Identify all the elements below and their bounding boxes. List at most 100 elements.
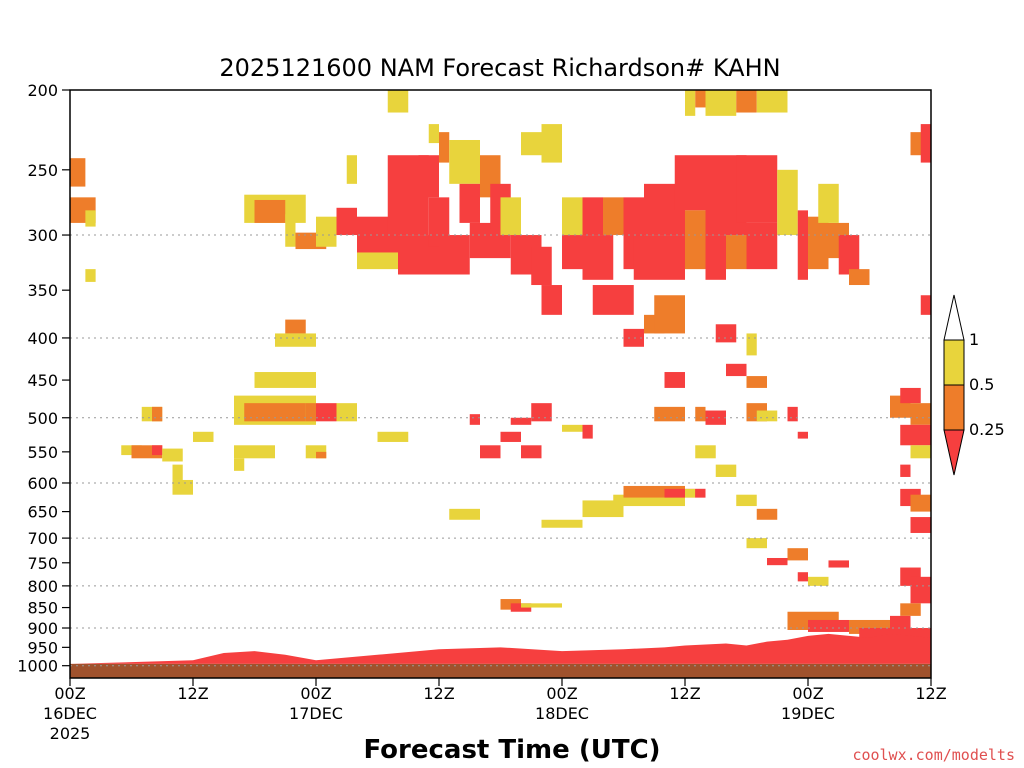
y-tick-label: 950 — [27, 638, 58, 657]
y-tick-label: 300 — [27, 226, 58, 245]
ri-cell — [521, 603, 562, 608]
ri-cell — [521, 445, 542, 459]
ri-cell — [469, 414, 480, 425]
ri-cell — [193, 431, 214, 442]
ri-cell — [705, 410, 726, 425]
ri-cell — [521, 132, 542, 156]
y-tick-label: 900 — [27, 619, 58, 638]
ri-cell — [664, 372, 685, 388]
ri-cell — [480, 445, 501, 459]
ri-cell — [910, 445, 931, 459]
ri-cell — [787, 548, 808, 561]
ri-cell — [428, 197, 450, 247]
ri-cell — [603, 197, 624, 236]
x-tick-date: 18DEC — [535, 704, 589, 723]
x-tick-date: 19DEC — [781, 704, 835, 723]
ri-cell — [797, 210, 808, 280]
y-tick-label: 550 — [27, 443, 58, 462]
ri-cell — [695, 445, 716, 459]
legend-swatch-mid — [943, 339, 965, 386]
ri-cell — [254, 372, 316, 388]
plot-cells — [70, 90, 931, 646]
ri-cell — [808, 216, 829, 270]
legend-label: 1 — [969, 330, 979, 349]
ri-cell — [910, 494, 931, 512]
ri-cell — [592, 285, 634, 315]
ri-cell — [377, 431, 409, 442]
ri-cell — [664, 235, 685, 280]
y-tick-label: 450 — [27, 371, 58, 390]
ri-cell — [85, 210, 96, 227]
ri-cell — [756, 410, 778, 422]
x-tick-label: 00Z — [792, 684, 823, 703]
ri-cell — [746, 222, 778, 270]
y-tick-label: 750 — [27, 554, 58, 573]
legend-swatch-low — [943, 384, 965, 431]
y-tick-label: 500 — [27, 409, 58, 428]
ri-cell — [244, 403, 306, 422]
ri-cell — [900, 603, 921, 616]
chart-title: 2025121600 NAM Forecast Richardson# KAHN — [219, 54, 780, 82]
ri-cell — [715, 464, 737, 477]
ri-cell — [234, 445, 275, 459]
y-tick-label: 850 — [27, 599, 58, 618]
ri-cell — [162, 448, 183, 462]
ri-cell — [541, 403, 552, 422]
ri-cell — [900, 424, 931, 446]
y-tick-label: 800 — [27, 577, 58, 596]
y-tick-label: 700 — [27, 529, 58, 548]
ri-cell — [654, 406, 685, 422]
ri-cell — [316, 403, 337, 422]
ri-cell — [70, 158, 86, 187]
x-tick-label: 12Z — [423, 684, 454, 703]
ri-cell — [797, 572, 808, 582]
legend-swatch-bottom — [943, 429, 965, 476]
ri-cell — [316, 451, 327, 459]
ri-cell — [900, 387, 921, 404]
ri-cell — [746, 538, 767, 549]
x-tick-label: 00Z — [54, 684, 85, 703]
ri-cell — [910, 517, 931, 533]
ri-cell — [756, 508, 778, 520]
ri-cell — [705, 235, 726, 280]
ri-cell — [541, 285, 562, 315]
x-tick-year: 2025 — [50, 724, 91, 743]
plot-frame — [69, 89, 932, 679]
ri-cell — [254, 199, 286, 223]
ri-cell — [849, 269, 870, 286]
ri-cell — [582, 424, 593, 439]
y-axis-ticks: 200 250 300 350 400 450 500 550 600 650 700 750 800 8… — [17, 81, 70, 676]
ri-cell — [777, 169, 798, 236]
ri-cell — [910, 403, 931, 425]
ri-cell — [736, 90, 757, 113]
legend-swatch-top — [943, 294, 965, 341]
ri-cell — [920, 124, 931, 163]
ri-cell — [346, 155, 357, 184]
ri-cell — [797, 431, 808, 439]
ri-cell — [562, 197, 583, 236]
ri-cell — [582, 500, 624, 518]
y-tick-label: 600 — [27, 474, 58, 493]
x-tick-label: 00Z — [300, 684, 331, 703]
ri-cell — [500, 431, 521, 442]
ri-cell — [685, 90, 696, 116]
ri-cell — [510, 417, 532, 425]
ri-cell — [582, 235, 614, 280]
ri-cell — [890, 615, 911, 629]
ri-cell — [767, 557, 788, 566]
ri-cell — [705, 90, 737, 116]
y-tick-label: 1000 — [17, 657, 58, 676]
ri-cell — [449, 139, 480, 184]
ri-cell — [736, 494, 757, 507]
ri-cell — [582, 197, 603, 236]
ri-cell — [449, 508, 480, 520]
ri-cell — [500, 197, 521, 236]
y-tick-label: 400 — [27, 329, 58, 348]
ri-cell — [746, 376, 767, 388]
boundary-layer-band — [70, 633, 931, 664]
y-tick-label: 200 — [27, 81, 58, 100]
ri-cell — [418, 155, 439, 198]
ri-cell — [715, 324, 737, 343]
ri-cell — [685, 488, 696, 498]
